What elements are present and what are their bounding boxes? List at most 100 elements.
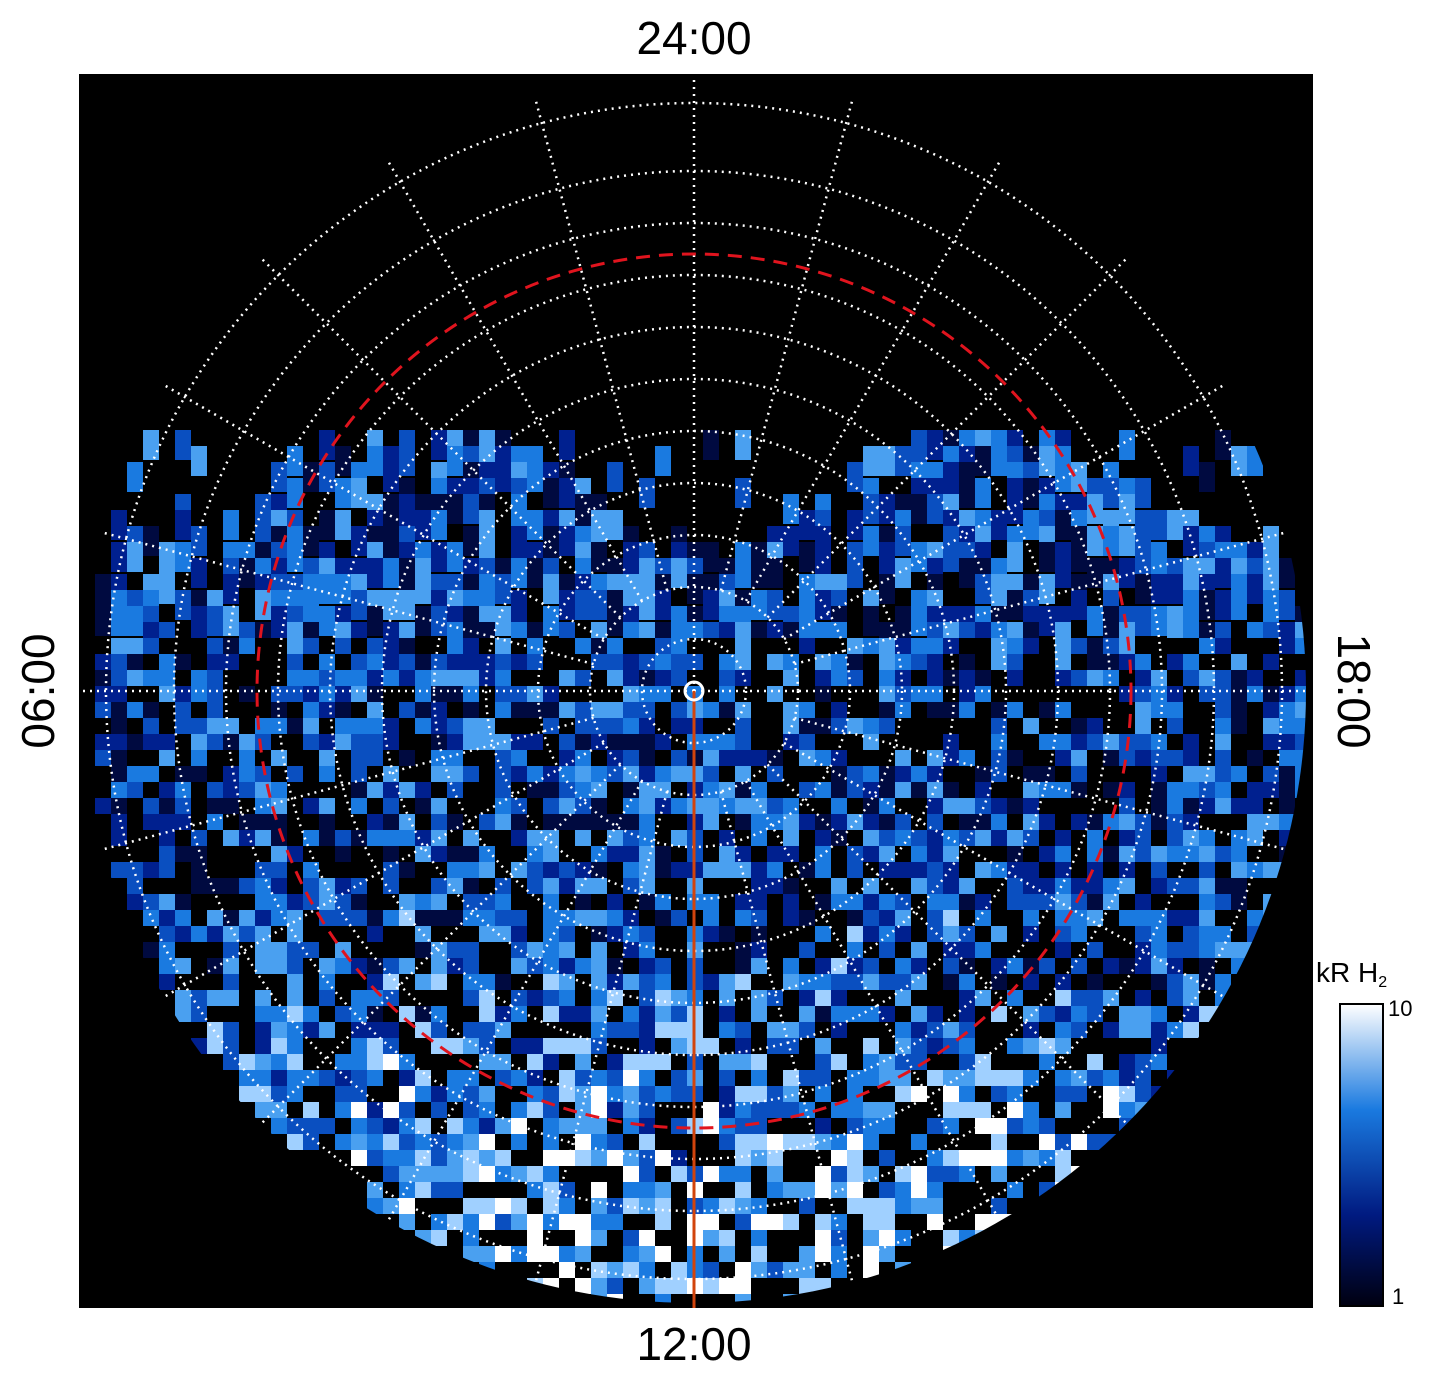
emission-cell (415, 510, 431, 540)
emission-cell (127, 766, 143, 782)
emission-cell (975, 1102, 991, 1118)
emission-cell (351, 766, 367, 782)
emission-cell (1183, 670, 1199, 686)
emission-cell (991, 1070, 1007, 1086)
emission-cell (559, 1214, 575, 1230)
emission-cell (287, 974, 303, 990)
emission-cell (479, 1198, 495, 1214)
emission-cell (975, 574, 991, 604)
emission-cell (367, 1038, 383, 1054)
emission-cell (911, 862, 927, 878)
emission-cell (1007, 670, 1023, 686)
emission-cell (735, 1182, 751, 1198)
emission-cell (1215, 846, 1231, 862)
emission-cell (255, 590, 271, 620)
emission-cell (511, 1246, 527, 1262)
emission-cell (1087, 990, 1103, 1006)
emission-cell (879, 782, 895, 798)
emission-cell (975, 990, 991, 1006)
emission-cell (815, 1214, 831, 1230)
emission-cell (175, 766, 191, 782)
emission-cell (751, 1086, 767, 1102)
emission-cell (111, 606, 127, 636)
emission-cell (591, 942, 607, 958)
emission-cell (895, 526, 911, 556)
emission-cell (863, 1006, 879, 1022)
emission-cell (1167, 942, 1183, 958)
emission-cell (815, 1006, 831, 1022)
emission-cell (319, 750, 335, 766)
emission-cell (303, 526, 319, 556)
emission-cell (1023, 974, 1039, 990)
emission-cell (1231, 446, 1247, 476)
emission-cell (655, 654, 671, 670)
emission-cell (1183, 1006, 1199, 1022)
emission-cell (1023, 1022, 1039, 1038)
emission-cell (239, 622, 255, 638)
emission-cell (1135, 1022, 1151, 1038)
emission-cell (255, 862, 271, 878)
emission-cell (719, 1134, 735, 1150)
emission-cell (1007, 750, 1023, 766)
emission-cell (703, 734, 719, 750)
emission-cell (351, 1086, 367, 1102)
emission-cell (415, 654, 431, 670)
emission-cell (927, 494, 943, 524)
emission-cell (415, 830, 431, 846)
emission-cell (911, 830, 927, 846)
emission-cell (943, 702, 959, 718)
emission-cell (447, 958, 463, 974)
emission-cell (863, 1102, 879, 1118)
emission-cell (239, 734, 255, 750)
emission-cell (751, 910, 767, 926)
emission-cell (1151, 1054, 1167, 1070)
emission-cell (815, 686, 831, 702)
emission-cell (783, 526, 799, 556)
emission-cell (943, 830, 959, 846)
emission-cell (895, 702, 911, 718)
emission-cell (623, 878, 639, 894)
emission-cell (655, 1278, 671, 1294)
grid-radial (766, 763, 1128, 1125)
emission-cell (175, 846, 191, 862)
emission-cell (351, 590, 367, 620)
emission-cell (447, 846, 463, 862)
emission-cell (431, 734, 447, 750)
emission-cell (879, 718, 895, 734)
emission-cell (271, 750, 287, 766)
emission-cell (303, 1070, 319, 1086)
emission-cell (207, 734, 223, 750)
emission-cell (1167, 974, 1183, 990)
emission-cell (1055, 702, 1071, 718)
emission-cell (543, 782, 559, 798)
emission-cell (879, 446, 895, 476)
emission-cell (1263, 702, 1279, 718)
emission-cell (607, 734, 623, 750)
emission-cell (671, 830, 687, 846)
emission-cell (1263, 734, 1279, 750)
emission-cell (1119, 1102, 1135, 1118)
emission-cell (959, 926, 975, 942)
emission-cell (735, 958, 751, 974)
emission-cell (559, 1038, 575, 1054)
emission-cell (431, 1134, 447, 1150)
emission-cell (591, 878, 607, 894)
emission-cell (239, 814, 255, 830)
emission-cell (1039, 766, 1055, 782)
emission-cell (1199, 798, 1215, 814)
emission-cell (447, 942, 463, 958)
emission-cell (191, 526, 207, 556)
emission-cell (623, 1150, 639, 1166)
emission-cell (895, 1198, 911, 1214)
emission-cell (399, 622, 415, 638)
emission-cell (799, 1182, 815, 1198)
emission-cell (959, 942, 975, 958)
emission-cell (623, 830, 639, 846)
emission-cell (575, 718, 591, 734)
emission-cell (671, 558, 687, 588)
emission-cell (1071, 766, 1087, 782)
emission-cell (1199, 910, 1215, 926)
emission-cell (143, 526, 159, 556)
emission-cell (335, 446, 351, 476)
emission-cell (927, 766, 943, 782)
